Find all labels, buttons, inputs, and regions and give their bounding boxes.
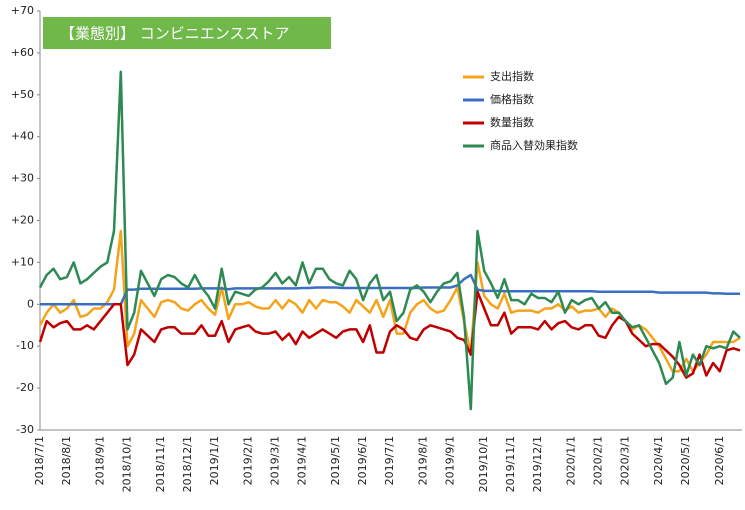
x-tick-label: 2019/12/1 — [531, 436, 544, 492]
x-tick-label: 2018/10/1 — [121, 436, 134, 492]
x-tick-label: 2019/2/1 — [242, 436, 255, 485]
x-tick-label: 2020/6/1 — [713, 436, 726, 485]
x-tick-label: 2019/7/1 — [383, 436, 396, 485]
y-tick-label: +10 — [11, 255, 34, 268]
x-tick-label: 2020/2/1 — [592, 436, 605, 485]
x-tick-label: 2018/9/1 — [94, 436, 107, 485]
legend-label: 価格指数 — [490, 92, 534, 106]
x-tick-label: 2019/1/1 — [208, 436, 221, 485]
y-tick-label: -20 — [16, 381, 34, 394]
y-tick-label: +50 — [11, 88, 34, 101]
y-tick-label: +30 — [11, 172, 34, 185]
x-tick-label: 2020/3/1 — [619, 436, 632, 485]
y-tick-label: -10 — [16, 339, 34, 352]
x-tick-label: 2018/12/1 — [181, 436, 194, 492]
legend-label: 商品入替効果指数 — [490, 138, 578, 152]
x-tick-label: 2018/11/1 — [154, 436, 167, 492]
legend-label: 支出指数 — [490, 69, 534, 83]
x-tick-label: 2020/4/1 — [652, 436, 665, 485]
x-tick-label: 2019/10/1 — [477, 436, 490, 492]
x-tick-label: 2019/8/1 — [417, 436, 430, 485]
x-tick-label: 2018/8/1 — [60, 436, 73, 485]
series-line — [38, 229, 741, 373]
x-tick-label: 2019/9/1 — [444, 436, 457, 485]
y-tick-label: +70 — [11, 4, 34, 17]
x-tick-label: 2019/3/1 — [269, 436, 282, 485]
legend-label: 数量指数 — [490, 115, 534, 129]
x-tick-label: 2019/5/1 — [329, 436, 342, 485]
y-tick-label: 0 — [27, 297, 34, 310]
x-tick-label: 2020/5/1 — [679, 436, 692, 485]
series-line — [38, 70, 741, 411]
legend-box — [460, 65, 600, 157]
x-tick-label: 2018/7/1 — [33, 436, 46, 485]
title-box — [43, 17, 331, 49]
y-tick-label: -30 — [16, 423, 34, 436]
x-tick-label: 2019/11/1 — [504, 436, 517, 492]
y-tick-label: +60 — [11, 46, 34, 59]
y-tick-label: +40 — [11, 130, 34, 143]
x-tick-label: 2019/4/1 — [296, 436, 309, 485]
x-tick-label: 2019/6/1 — [356, 436, 369, 485]
chart-title: 【業態別】 コンビニエンスストア — [60, 25, 289, 43]
x-tick-label: 2020/1/1 — [565, 436, 578, 485]
y-tick-label: +20 — [11, 214, 34, 227]
